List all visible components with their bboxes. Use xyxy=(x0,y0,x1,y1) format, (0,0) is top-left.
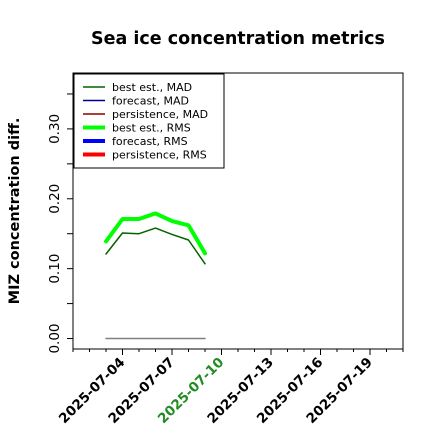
legend-label: best est., MAD xyxy=(112,81,192,94)
legend-label: persistence, RMS xyxy=(112,149,207,162)
y-axis: 0.00 0.10 0.20 0.30 xyxy=(47,93,73,354)
y-tick-label: 0.10 xyxy=(47,254,63,284)
chart-title: Sea ice concentration metrics xyxy=(91,29,385,49)
legend-label: best est., RMS xyxy=(112,122,191,135)
legend-label: persistence, MAD xyxy=(112,108,208,121)
legend-label: forecast, MAD xyxy=(112,95,189,108)
y-tick-label: 0.30 xyxy=(47,114,63,144)
legend-label: forecast, RMS xyxy=(112,135,188,148)
y-axis-label: MIZ concentration diff. xyxy=(7,118,23,305)
y-tick-label: 0.20 xyxy=(47,184,63,214)
legend-box xyxy=(73,73,225,169)
x-axis: 2025-07-042025-07-072025-07-102025-07-13… xyxy=(56,349,404,427)
plot-area xyxy=(104,211,207,340)
y-tick-label: 0.00 xyxy=(47,323,63,353)
series-line-3 xyxy=(104,211,207,256)
series-line-0 xyxy=(105,227,206,265)
